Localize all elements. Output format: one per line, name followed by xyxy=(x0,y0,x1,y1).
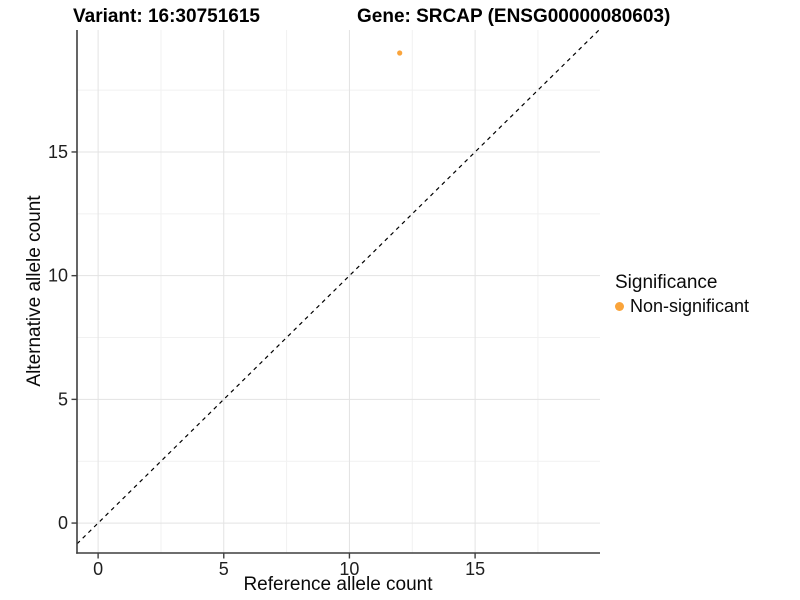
x-tick-label: 10 xyxy=(339,559,359,579)
x-tick-label: 0 xyxy=(93,559,103,579)
x-axis-title: Reference allele count xyxy=(243,574,433,595)
y-tick-label: 10 xyxy=(48,266,68,286)
plot-title-gene: Gene: SRCAP (ENSG00000080603) xyxy=(357,6,671,27)
identity-line xyxy=(76,29,600,545)
x-tick-label: 15 xyxy=(465,559,485,579)
y-tick-label: 0 xyxy=(58,513,68,533)
plot-title-variant: Variant: 16:30751615 xyxy=(73,6,260,27)
legend: Significance Non-significant xyxy=(615,272,749,317)
legend-title: Significance xyxy=(615,272,718,293)
data-point xyxy=(397,50,403,56)
x-tick-label: 5 xyxy=(219,559,229,579)
legend-item-label: Non-significant xyxy=(630,296,750,316)
legend-point-swatch xyxy=(615,302,624,311)
legend-item-non-significant: Non-significant xyxy=(615,296,749,317)
y-tick-label: 15 xyxy=(48,142,68,162)
y-tick-label: 5 xyxy=(58,389,68,409)
